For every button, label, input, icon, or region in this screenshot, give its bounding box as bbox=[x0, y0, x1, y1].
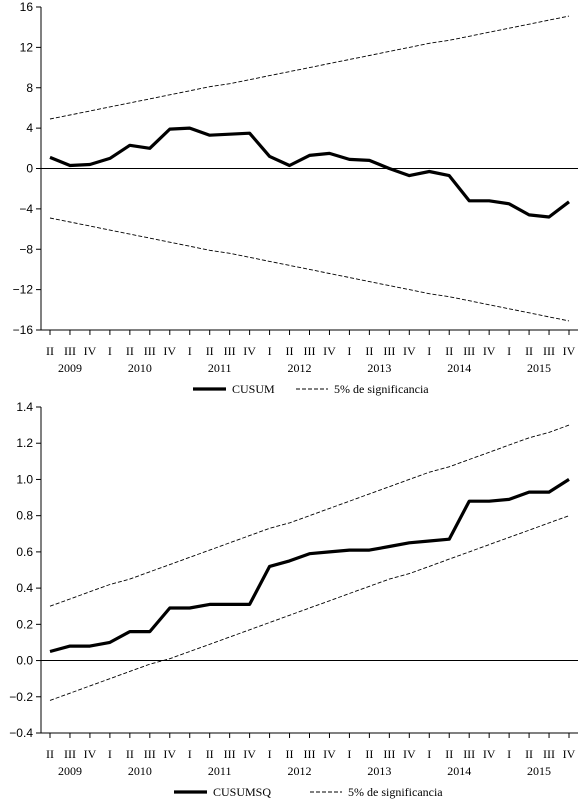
chart1-legend-label: 5% de significancia bbox=[334, 382, 429, 396]
chart2-y-tick-label: 1.4 bbox=[16, 400, 33, 414]
chart2-year-label: 2013 bbox=[367, 764, 391, 778]
chart2-series-line-lower-band bbox=[49, 515, 570, 701]
chart2-quarter-label: III bbox=[64, 747, 76, 761]
chart2-legend-label: 5% de significancia bbox=[348, 785, 443, 799]
chart1-quarter-label: II bbox=[206, 344, 214, 358]
chart1-quarter-label: IV bbox=[163, 344, 176, 358]
chart1-quarter-label: III bbox=[463, 344, 475, 358]
chart1-year-label: 2011 bbox=[208, 361, 232, 375]
chart1-year-label: 2014 bbox=[447, 361, 471, 375]
chart1-quarter-label: III bbox=[543, 344, 555, 358]
chart2-quarter-label: IV bbox=[84, 747, 97, 761]
chart1-quarter-label: II bbox=[126, 344, 134, 358]
chart2-y-tick-label: 0.6 bbox=[16, 545, 33, 559]
chart2-quarter-label: IV bbox=[243, 747, 256, 761]
chart1-quarter-label: I bbox=[347, 344, 351, 358]
chart1-series-line-upper-band bbox=[49, 15, 570, 120]
chart2-quarter-label: III bbox=[224, 747, 236, 761]
chart1-quarter-label: IV bbox=[403, 344, 416, 358]
chart1-quarter-label: I bbox=[507, 344, 511, 358]
chart2-quarter-label: I bbox=[427, 747, 431, 761]
chart1-year-label: 2010 bbox=[128, 361, 152, 375]
chart2-quarter-label: IV bbox=[323, 747, 336, 761]
chart1-quarter-label: III bbox=[383, 344, 395, 358]
chart1-y-tick-label: −8 bbox=[19, 242, 33, 256]
chart1-series-line-main bbox=[49, 126, 570, 219]
chart2-year-label: 2010 bbox=[128, 764, 152, 778]
chart1-quarter-label: III bbox=[64, 344, 76, 358]
chart2-year-label: 2012 bbox=[288, 764, 312, 778]
chart2-y-tick-label: 0.8 bbox=[16, 509, 33, 523]
chart1-series-line-lower-band bbox=[49, 217, 570, 322]
chart2-quarter-label: IV bbox=[163, 747, 176, 761]
chart1-quarter-label: III bbox=[144, 344, 156, 358]
chart1-quarter-label: IV bbox=[84, 344, 97, 358]
chart2-quarter-label: IV bbox=[403, 747, 416, 761]
chart1-quarter-label: II bbox=[365, 344, 373, 358]
chart1-quarter-label: IV bbox=[243, 344, 256, 358]
chart2-quarter-label: II bbox=[206, 747, 214, 761]
chart2-y-tick-label: 1.0 bbox=[16, 472, 33, 486]
chart1-quarter-label: II bbox=[286, 344, 294, 358]
chart2-year-label: 2009 bbox=[58, 764, 82, 778]
chart2-quarter-label: III bbox=[304, 747, 316, 761]
chart2-y-tick-label: 1.2 bbox=[16, 436, 33, 450]
chart1-year-label: 2013 bbox=[367, 361, 391, 375]
chart1-y-tick-label: −12 bbox=[13, 283, 34, 297]
chart1-quarter-label: III bbox=[224, 344, 236, 358]
chart1-year-label: 2015 bbox=[527, 361, 551, 375]
chart1-quarter-label: IV bbox=[483, 344, 496, 358]
chart1-y-tick-label: 12 bbox=[20, 40, 34, 54]
chart2-quarter-label: II bbox=[46, 747, 54, 761]
chart2-series-line-main bbox=[49, 478, 570, 654]
chart1-quarter-label: I bbox=[268, 344, 272, 358]
chart2-quarter-label: III bbox=[383, 747, 395, 761]
chart2-y-tick-label: −0.4 bbox=[9, 726, 33, 740]
chart2-year-label: 2015 bbox=[527, 764, 551, 778]
chart2-year-label: 2011 bbox=[208, 764, 232, 778]
chart2-legend-label: CUSUMSQ bbox=[213, 785, 271, 799]
chart2-quarter-label: I bbox=[108, 747, 112, 761]
chart1-quarter-label: II bbox=[46, 344, 54, 358]
chart2-year-label: 2014 bbox=[447, 764, 471, 778]
chart2-quarter-label: II bbox=[525, 747, 533, 761]
chart1-y-tick-label: −4 bbox=[19, 202, 33, 216]
chart2-y-tick-label: 0.0 bbox=[16, 654, 33, 668]
chart1-legend-label: CUSUM bbox=[232, 382, 275, 396]
chart2-quarter-label: III bbox=[543, 747, 555, 761]
chart2-quarter-label: III bbox=[463, 747, 475, 761]
chart1-y-tick-label: 4 bbox=[26, 121, 33, 135]
chart1-quarter-label: III bbox=[304, 344, 316, 358]
chart1-y-tick-label: 8 bbox=[26, 81, 33, 95]
chart2-quarter-label: I bbox=[347, 747, 351, 761]
chart2-quarter-label: IV bbox=[563, 747, 576, 761]
chart1-quarter-label: IV bbox=[323, 344, 336, 358]
chart2-quarter-label: II bbox=[126, 747, 134, 761]
chart2-quarter-label: II bbox=[445, 747, 453, 761]
chart1-quarter-label: I bbox=[108, 344, 112, 358]
chart2-series-line-upper-band bbox=[49, 424, 570, 607]
chart2-quarter-label: II bbox=[286, 747, 294, 761]
chart2-quarter-label: I bbox=[507, 747, 511, 761]
chart1-year-label: 2012 bbox=[288, 361, 312, 375]
chart2-quarter-label: I bbox=[188, 747, 192, 761]
chart1-quarter-label: I bbox=[188, 344, 192, 358]
chart1-quarter-label: I bbox=[427, 344, 431, 358]
chart1-y-tick-label: −16 bbox=[13, 323, 34, 337]
chart2-y-tick-label: 0.2 bbox=[16, 617, 33, 631]
chart1-quarter-label: II bbox=[445, 344, 453, 358]
chart2-y-tick-label: −0.2 bbox=[9, 690, 33, 704]
chart2-quarter-label: I bbox=[268, 747, 272, 761]
chart2-quarter-label: IV bbox=[483, 747, 496, 761]
chart2-quarter-label: III bbox=[144, 747, 156, 761]
chart1-y-tick-label: 16 bbox=[20, 0, 34, 14]
chart2-y-tick-label: 0.4 bbox=[16, 581, 33, 595]
chart2-quarter-label: II bbox=[365, 747, 373, 761]
chart1-quarter-label: IV bbox=[563, 344, 576, 358]
chart1-quarter-label: II bbox=[525, 344, 533, 358]
chart1-year-label: 2009 bbox=[58, 361, 82, 375]
chart1-y-tick-label: 0 bbox=[26, 162, 33, 176]
